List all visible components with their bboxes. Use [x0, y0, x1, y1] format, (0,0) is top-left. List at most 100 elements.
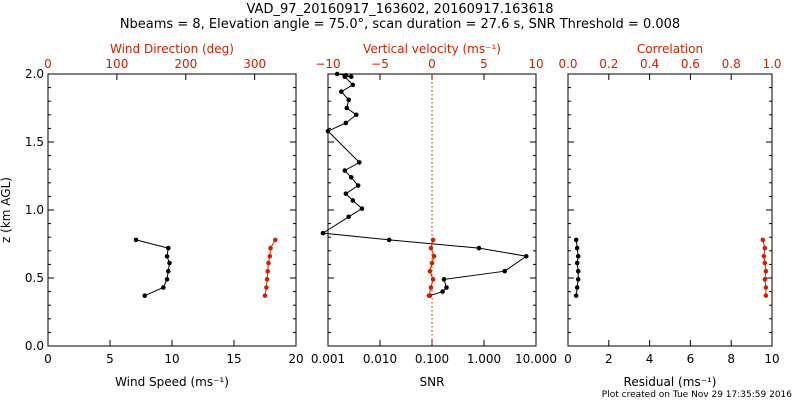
right-series-1-point — [761, 253, 767, 259]
panel-right-frame — [567, 73, 773, 347]
x-top-tick-label: 200 — [174, 57, 197, 71]
right-series-0-point — [574, 245, 580, 251]
right-series-1-point — [763, 293, 769, 298]
x-top-tick-label: 0 — [44, 57, 52, 71]
middle-series-1-point — [426, 293, 432, 298]
right-series-1-point — [762, 245, 768, 251]
right-series-1-point — [762, 277, 768, 282]
middle-series-0-point — [338, 89, 344, 94]
left-series-1-point — [268, 245, 273, 251]
middle-series-0-point — [386, 237, 392, 243]
left-series-1-point — [262, 293, 268, 298]
x-top-tick-label: 0.4 — [640, 57, 659, 71]
middle-series-0-point — [350, 82, 356, 88]
x-bottom-tick-label: 0.010 — [363, 352, 397, 366]
x-bottom-tick-label: 10.000 — [515, 352, 557, 366]
x-bottom-tick-label: 4 — [646, 352, 654, 366]
left-series-1-point — [267, 253, 273, 259]
y-tick-label: 0.5 — [25, 271, 44, 285]
middle-series-1-point — [428, 285, 434, 290]
x-bottom-tick-label: 1.000 — [467, 352, 501, 366]
right-series-0-point — [574, 285, 580, 290]
x-bottom-tick-label: 8 — [727, 352, 735, 366]
x-top-tick-label: 0 — [428, 57, 436, 71]
x-top-tick-label: 0.2 — [599, 57, 618, 71]
middle-series-0-point — [320, 230, 326, 236]
left-series-1-point — [265, 268, 271, 274]
middle-series-1-point — [428, 245, 434, 251]
x-bottom-tick-label: 15 — [226, 352, 241, 366]
x-top-tick-label: 10 — [528, 57, 543, 71]
right-series-0-point — [573, 237, 579, 243]
y-tick-label: 1.0 — [25, 203, 44, 217]
y-tick-label: 0.0 — [25, 339, 44, 353]
x-bottom-tick-label: 10 — [764, 352, 779, 366]
left-series-0-point — [165, 245, 171, 251]
middle-series-0-point — [325, 128, 331, 134]
middle-series-0-point — [502, 268, 507, 274]
middle-series-0-point — [357, 160, 362, 165]
middle-series-1-point — [429, 260, 435, 266]
middle-series-1-point — [431, 253, 437, 259]
middle-bottom-axis-label: SNR — [420, 375, 445, 389]
x-top-tick-label: 5 — [480, 57, 488, 71]
x-top-tick-label: −5 — [371, 57, 389, 71]
left-series-1-point — [264, 277, 270, 282]
right-series-0-point — [574, 260, 580, 266]
left-series-1-point — [266, 260, 271, 266]
middle-series-0-point — [343, 191, 349, 196]
left-series-0-point — [167, 260, 172, 266]
left-bottom-axis-label: Wind Speed (ms⁻¹) — [115, 375, 229, 389]
left-series-1-point — [264, 285, 269, 290]
middle-series-1-point — [427, 268, 433, 274]
y-tick-label: 2.0 — [25, 67, 44, 81]
middle-series-0-point — [344, 105, 350, 111]
middle-series-0-point — [355, 183, 361, 188]
middle-series-0-point — [440, 289, 445, 294]
panel-left-frame — [47, 73, 297, 347]
middle-series-1-point — [430, 277, 436, 282]
left-series-0-point — [161, 285, 166, 290]
x-top-tick-label: −10 — [315, 57, 340, 71]
x-bottom-tick-label: 0 — [44, 352, 52, 366]
right-series-0-point — [575, 268, 581, 274]
x-bottom-tick-label: 0 — [564, 352, 572, 366]
right-series-1-point — [760, 237, 766, 243]
middle-series-0-point — [342, 168, 348, 173]
figure-subtitle: Nbeams = 8, Elevation angle = 75.0°, sca… — [120, 17, 680, 32]
x-bottom-tick-label: 10 — [164, 352, 179, 366]
middle-series-0-point — [343, 120, 349, 126]
x-top-tick-label: 0.6 — [681, 57, 700, 71]
middle-top-axis-label: Vertical velocity (ms⁻¹) — [363, 42, 501, 56]
middle-series-0-point — [523, 253, 529, 259]
right-series-0-point — [575, 253, 581, 259]
right-bottom-axis-label: Residual (ms⁻¹) — [624, 375, 717, 389]
middle-series-0-point — [476, 245, 482, 251]
figure-title: VAD_97_20160917_163602, 20160917.163618 — [247, 2, 554, 17]
y-axis-label: z (km AGL) — [0, 177, 13, 243]
x-top-tick-label: 300 — [243, 57, 266, 71]
middle-series-1-point — [430, 237, 436, 243]
right-series-1-point — [762, 260, 768, 266]
left-series-0-point — [133, 237, 139, 243]
x-top-tick-label: 1.0 — [762, 57, 781, 71]
middle-series-0-point — [444, 285, 449, 290]
y-tick-label: 1.5 — [25, 135, 44, 149]
middle-series-0-point — [441, 277, 447, 282]
middle-series-0-point — [334, 71, 340, 77]
left-series-0-point — [142, 293, 148, 298]
right-series-0-point — [575, 277, 581, 282]
left-series-0-point — [164, 253, 170, 259]
middle-series-0-point — [348, 74, 354, 80]
left-top-axis-label: Wind Direction (deg) — [110, 42, 234, 56]
right-series-1-point — [763, 285, 769, 290]
middle-series-0-line — [321, 73, 528, 297]
x-top-tick-label: 100 — [105, 57, 128, 71]
x-bottom-tick-label: 2 — [605, 352, 613, 366]
x-bottom-tick-label: 0.001 — [311, 352, 345, 366]
x-bottom-tick-label: 20 — [288, 352, 303, 366]
left-series-0-point — [165, 268, 171, 274]
middle-series-0-point — [346, 97, 351, 103]
